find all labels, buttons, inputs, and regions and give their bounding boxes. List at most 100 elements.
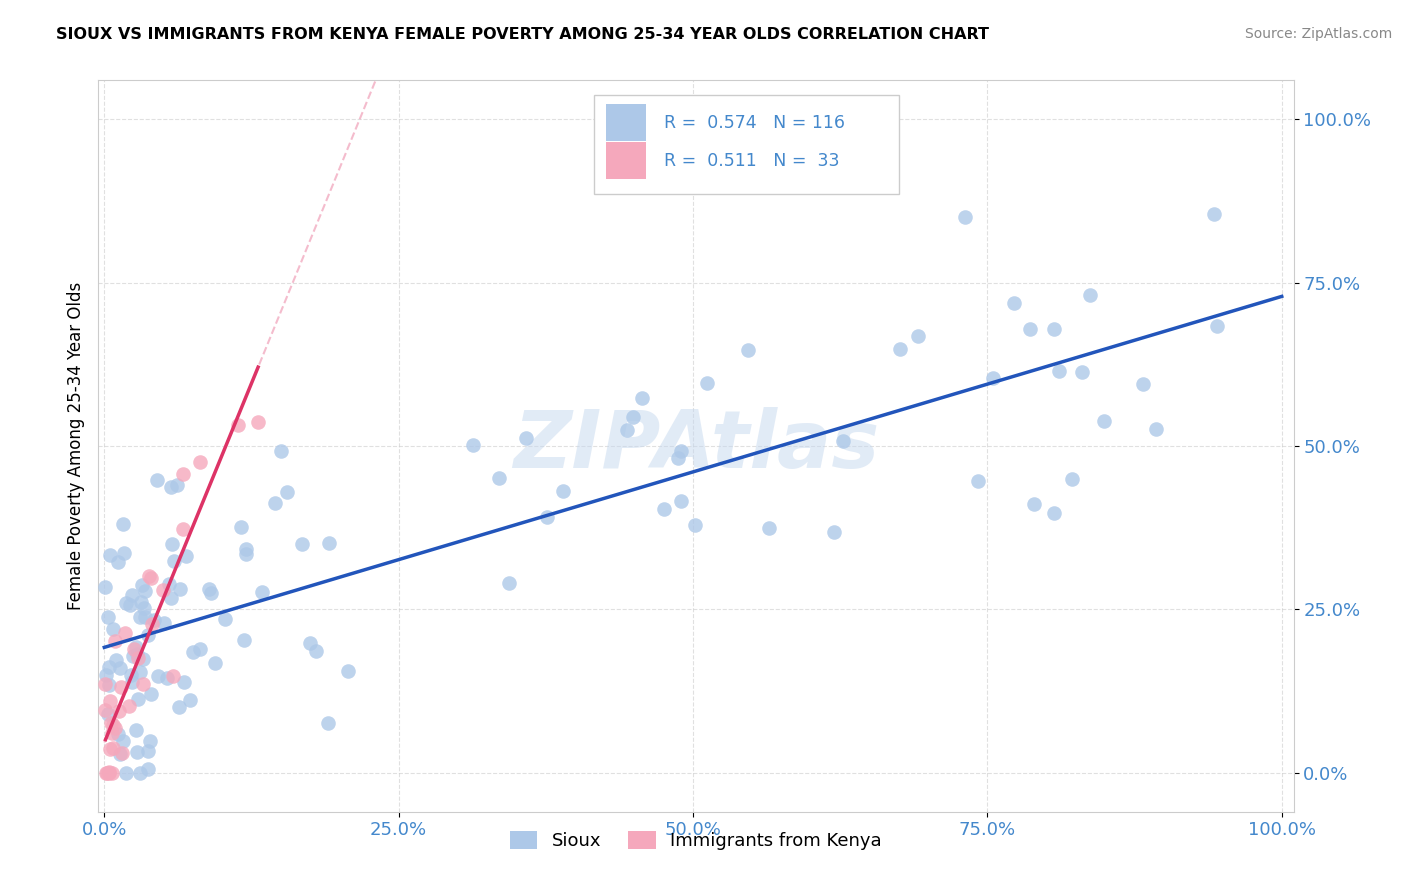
Point	[235, 541, 257, 556]
Point	[94, 677, 117, 691]
Point	[138, 569, 160, 583]
Point	[152, 615, 174, 630]
Point	[166, 478, 188, 492]
Point	[1002, 295, 1025, 310]
Point	[108, 704, 131, 718]
Point	[536, 510, 558, 524]
FancyBboxPatch shape	[595, 95, 900, 194]
Point	[966, 474, 988, 488]
Point	[122, 641, 145, 656]
Point	[173, 675, 195, 690]
Point	[1022, 497, 1045, 511]
Point	[498, 575, 520, 590]
Point	[129, 665, 152, 680]
Point	[1043, 321, 1066, 335]
Point	[823, 525, 845, 540]
Point	[97, 610, 120, 624]
Text: R =  0.574   N = 116: R = 0.574 N = 116	[664, 113, 845, 132]
Point	[101, 765, 124, 780]
Point	[112, 734, 135, 748]
Point	[111, 517, 134, 532]
Point	[94, 668, 117, 682]
Point	[131, 595, 153, 609]
Point	[141, 616, 163, 631]
Point	[461, 438, 484, 452]
Point	[98, 742, 121, 756]
Point	[160, 480, 183, 494]
Point	[889, 343, 911, 357]
Point	[671, 493, 693, 508]
Point	[156, 672, 179, 686]
Legend: Sioux, Immigrants from Kenya: Sioux, Immigrants from Kenya	[503, 823, 889, 857]
Point	[1094, 414, 1116, 428]
Point	[143, 613, 166, 627]
Point	[98, 694, 121, 708]
Point	[1078, 287, 1101, 301]
Point	[169, 582, 191, 597]
Point	[104, 722, 127, 736]
Point	[247, 415, 270, 429]
Point	[128, 609, 150, 624]
Point	[108, 661, 131, 675]
Point	[136, 743, 159, 757]
Point	[131, 651, 153, 665]
Point	[955, 211, 977, 225]
Point	[139, 734, 162, 748]
Point	[270, 444, 292, 458]
Point	[172, 467, 194, 481]
Point	[121, 588, 143, 602]
Point	[152, 582, 174, 597]
Text: ZIPAtlas: ZIPAtlas	[513, 407, 879, 485]
Point	[167, 700, 190, 714]
Point	[139, 571, 162, 585]
Point	[118, 698, 141, 713]
Point	[488, 470, 510, 484]
Point	[136, 762, 159, 776]
Point	[107, 727, 129, 741]
Point	[305, 644, 328, 658]
Text: Source: ZipAtlas.com: Source: ZipAtlas.com	[1244, 27, 1392, 41]
Point	[101, 741, 124, 756]
Point	[981, 371, 1004, 385]
Point	[127, 651, 149, 665]
Point	[737, 343, 759, 358]
Point	[197, 582, 219, 596]
Point	[907, 329, 929, 343]
Point	[179, 693, 201, 707]
Point	[172, 522, 194, 536]
Point	[100, 716, 122, 731]
FancyBboxPatch shape	[606, 104, 645, 141]
Point	[232, 632, 254, 647]
Point	[515, 431, 537, 445]
Point	[125, 745, 148, 759]
Point	[101, 622, 124, 636]
Point	[98, 548, 121, 562]
Point	[110, 680, 132, 694]
Point	[98, 660, 121, 674]
Point	[1062, 471, 1084, 485]
Point	[115, 765, 138, 780]
Point	[97, 678, 120, 692]
Point	[108, 747, 131, 762]
Point	[162, 669, 184, 683]
FancyBboxPatch shape	[606, 143, 645, 179]
Point	[1019, 322, 1042, 336]
Point	[250, 585, 273, 599]
Point	[107, 555, 129, 569]
Point	[163, 554, 186, 568]
Point	[94, 580, 117, 594]
Point	[276, 484, 298, 499]
Point	[1043, 506, 1066, 520]
Point	[204, 656, 226, 670]
Point	[668, 450, 690, 465]
Point	[132, 600, 155, 615]
Point	[121, 674, 143, 689]
Point	[616, 423, 638, 437]
Point	[134, 610, 156, 624]
Point	[94, 765, 117, 780]
Point	[105, 653, 128, 667]
Point	[97, 764, 120, 779]
Point	[96, 706, 118, 721]
Point	[318, 535, 340, 549]
Point	[316, 716, 339, 731]
